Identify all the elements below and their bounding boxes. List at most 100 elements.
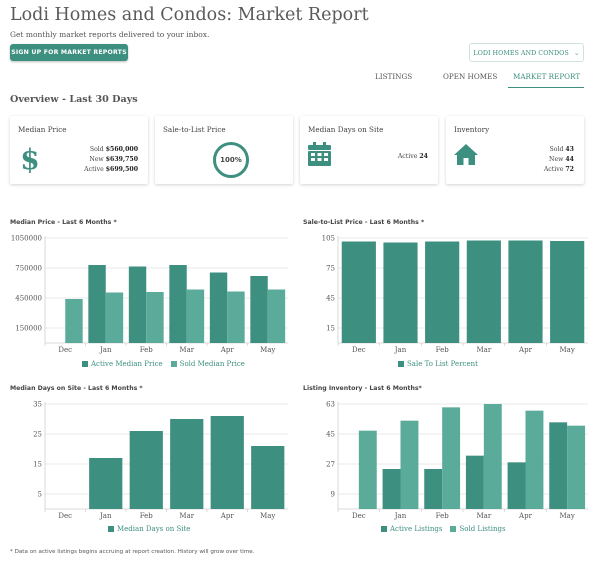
chart-title-listing-inventory: Listing Inventory - Last 6 Months*	[303, 385, 422, 392]
bar-median-days-on-site-mar[interactable]	[170, 419, 204, 509]
bar-median-days-on-site-apr[interactable]	[210, 416, 244, 509]
legend-item-median-days-on-site[interactable]: Median Days on Site	[108, 525, 190, 533]
active-row: Active $699,500	[84, 166, 138, 173]
legend-label: Active Median Price	[91, 360, 163, 368]
bar-active-listings-apr[interactable]	[507, 462, 526, 509]
chart-title-median-price: Median Price - Last 6 Months *	[10, 219, 117, 226]
median-days-chart: 35 25 15 5 Dec Jan Feb Mar Apr May	[33, 401, 288, 520]
bar-sale-to-list-percent-dec[interactable]	[341, 241, 376, 344]
x-tick-label: Feb	[140, 512, 154, 520]
bar-sold-listings-may[interactable]	[567, 425, 586, 509]
bar-sale-to-list-percent-mar[interactable]	[466, 240, 501, 344]
bar-sold-median-price-jan[interactable]	[105, 292, 124, 344]
legend-item-sold-listings[interactable]: Sold Listings	[450, 525, 506, 533]
y-tick-label: 5	[38, 491, 42, 499]
y-tick-label: 35	[33, 401, 42, 409]
new-row: New 44	[549, 156, 574, 163]
area-dropdown-label: LODI HOMES AND CONDOS	[473, 48, 569, 57]
bar-median-days-on-site-jan[interactable]	[89, 458, 123, 509]
bar-sold-median-price-dec[interactable]	[65, 299, 83, 343]
bar-sale-to-list-percent-may[interactable]	[550, 241, 585, 343]
bar-active-listings-may[interactable]	[549, 422, 568, 509]
x-tick-label: Mar	[476, 346, 491, 354]
x-tick-label: May	[260, 512, 275, 520]
median-price-legend: Active Median Price Sold Median Price	[82, 360, 245, 368]
x-tick-label: Mar	[179, 512, 194, 520]
bar-sold-listings-apr[interactable]	[525, 410, 544, 509]
inventory-card: Inventory Sold 43 New 44 Active 72	[446, 116, 584, 184]
bar-active-median-price-mar[interactable]	[169, 265, 187, 343]
legend-item-sold-median-price[interactable]: Sold Median Price	[170, 360, 245, 368]
y-tick-label: 15	[326, 325, 335, 333]
bar-median-days-on-site-may[interactable]	[251, 446, 285, 509]
x-tick-label: May	[560, 346, 575, 354]
bar-sold-listings-mar[interactable]	[483, 404, 502, 509]
median-price-values: Sold $560,000 New $639,750 Active $699,5…	[84, 145, 138, 175]
legend-label: Sold Listings	[459, 525, 506, 533]
y-tick-label: 15	[33, 461, 42, 469]
bar-sold-listings-feb[interactable]	[442, 407, 461, 509]
area-dropdown[interactable]: LODI HOMES AND CONDOS ⌄	[469, 43, 584, 62]
bar-sold-listings-dec[interactable]	[358, 430, 377, 509]
x-tick-label: Feb	[436, 512, 450, 520]
bar-sold-median-price-apr[interactable]	[227, 291, 245, 344]
bar-active-listings-mar[interactable]	[465, 455, 484, 509]
bar-sold-median-price-mar[interactable]	[186, 289, 205, 344]
legend-item-sale-to-list-percent[interactable]: Sale To List Percent	[398, 360, 478, 368]
sale-to-list-legend: Sale To List Percent	[398, 360, 478, 368]
x-tick-label: Mar	[476, 512, 491, 520]
tab-market-report[interactable]: MARKET REPORT	[513, 72, 581, 81]
bar-active-median-price-may[interactable]	[250, 276, 268, 343]
tab-listings[interactable]: LISTINGS	[375, 72, 413, 81]
bar-active-listings-jan[interactable]	[382, 469, 401, 509]
chart-title-sale-to-list: Sale-to-List Price - Last 6 Months *	[303, 219, 425, 226]
median-price-card: Median Price $ Sold $560,000 New $639,75…	[10, 116, 148, 184]
x-tick-label: Dec	[352, 512, 366, 520]
x-tick-label: May	[260, 346, 275, 354]
x-tick-label: Feb	[140, 346, 154, 354]
inventory-values: Sold 43 New 44 Active 72	[544, 145, 574, 175]
card-title: Sale-to-List Price	[163, 125, 226, 134]
x-tick-label: Apr	[220, 512, 235, 520]
legend-label: Sale To List Percent	[407, 360, 478, 368]
bar-sold-median-price-may[interactable]	[267, 289, 286, 344]
sold-row: Sold 43	[549, 146, 575, 153]
bar-active-median-price-apr[interactable]	[209, 272, 228, 344]
y-tick-label: 75	[326, 265, 335, 273]
legend-item-active-listings[interactable]: Active Listings	[381, 525, 442, 533]
bar-sale-to-list-percent-apr[interactable]	[508, 240, 543, 344]
sold-row: Sold $560,000	[89, 146, 138, 153]
bar-sold-median-price-feb[interactable]	[146, 292, 164, 343]
bar-sale-to-list-percent-feb[interactable]	[425, 241, 460, 344]
bar-active-listings-feb[interactable]	[424, 469, 443, 509]
y-tick-label: 45	[326, 295, 335, 303]
x-tick-label: Jan	[99, 512, 112, 520]
bar-active-median-price-jan[interactable]	[88, 265, 106, 343]
card-title: Median Price	[18, 125, 67, 134]
overview-heading: Overview - Last 30 Days	[10, 94, 138, 105]
x-tick-label: Jan	[99, 346, 112, 354]
tab-open-homes[interactable]: OPEN HOMES	[443, 72, 498, 81]
bar-sold-listings-jan[interactable]	[400, 420, 419, 509]
y-tick-label: 1050000	[11, 235, 42, 243]
bar-median-days-on-site-feb[interactable]	[129, 431, 163, 509]
legend-label: Sold Median Price	[179, 360, 245, 368]
x-tick-label: Feb	[436, 346, 450, 354]
bar-sale-to-list-percent-jan[interactable]	[383, 242, 418, 344]
active-tab-indicator	[508, 87, 584, 88]
sale-to-list-chart: 105 75 45 15 Dec Jan Feb Mar Apr May	[322, 235, 588, 354]
x-tick-label: Jan	[394, 512, 407, 520]
signup-button[interactable]: SIGN UP FOR MARKET REPORTS	[10, 44, 128, 61]
y-tick-label: 27	[326, 461, 335, 469]
y-tick-label: 9	[331, 491, 335, 499]
legend-item-active-median-price[interactable]: Active Median Price	[82, 360, 163, 368]
bar-active-median-price-feb[interactable]	[128, 266, 147, 344]
y-tick-label: 150000	[15, 325, 42, 333]
legend-swatch	[82, 361, 88, 367]
y-tick-label: 450000	[15, 295, 42, 303]
x-tick-label: Apr	[518, 512, 533, 520]
calendar-icon	[308, 142, 331, 166]
page-title: Lodi Homes and Condos: Market Report	[10, 5, 369, 25]
legend-swatch	[170, 361, 177, 367]
median-days-values: Active 24	[398, 152, 428, 162]
